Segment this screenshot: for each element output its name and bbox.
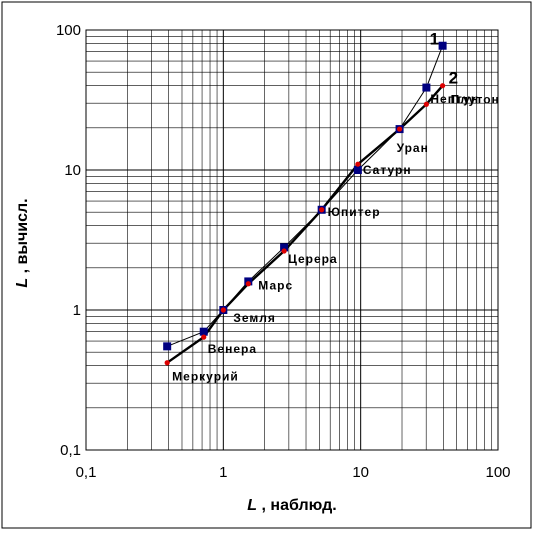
series-2-marker [319, 207, 325, 213]
series-1-marker [422, 83, 431, 92]
y-axis-label-text: , вычисл. [14, 198, 31, 277]
series-1-marker [353, 166, 362, 174]
series-2-label: 2 [449, 69, 458, 88]
grid [86, 30, 498, 450]
planet-label: Уран [397, 141, 429, 155]
series-2-marker [396, 126, 403, 132]
series-2-marker [423, 101, 429, 107]
y-axis-label-var: L [14, 278, 31, 288]
series-2-marker [220, 307, 226, 313]
y-tick-label: 0,1 [60, 442, 81, 459]
series-2-line [166, 84, 444, 364]
series-1-marker [280, 243, 289, 252]
y-axis-label: L , вычисл. [14, 198, 31, 287]
series-2-marker [164, 360, 170, 366]
planet-label: Марс [258, 279, 293, 293]
series-labels: 12 [430, 30, 458, 88]
series [163, 41, 447, 366]
x-axis-label-var: L [247, 497, 257, 514]
plot-area [85, 29, 499, 451]
planet-label: Плутон [451, 93, 500, 107]
series-2-marker [245, 281, 251, 287]
series-1-marker [199, 327, 208, 336]
series-2-marker [201, 334, 207, 340]
planet-label: Церера [288, 252, 338, 266]
x-tick-label: 10 [352, 464, 369, 481]
planet-label: Юпитер [328, 205, 381, 219]
y-tick-label: 10 [64, 162, 81, 179]
x-tick-label: 1 [219, 464, 227, 481]
series-2-marker [281, 248, 287, 254]
x-tick-label: 100 [485, 464, 510, 481]
planet-label: Сатурн [363, 163, 412, 177]
x-axis-label: L , наблюд. [247, 497, 336, 514]
y-tick-label: 100 [56, 22, 81, 39]
series-1-label: 1 [430, 30, 439, 49]
planet-label: Земля [233, 311, 276, 325]
series-2-marker [439, 83, 446, 89]
series-2-marker [355, 161, 361, 167]
planet-label: Венера [208, 342, 257, 356]
tick-labels: 0,1 1 10 100 0,1 1 10 100 [56, 22, 511, 481]
x-axis-label-text: , наблюд. [257, 497, 337, 514]
x-tick-label: 0,1 [76, 464, 97, 481]
y-tick-label: 1 [73, 302, 81, 319]
series-1-line [167, 45, 444, 347]
series-1-marker [438, 41, 447, 50]
series-1-marker [163, 342, 172, 351]
annotations: Меркурий Венера Земля Марс Церера Юпитер Сатур… [172, 92, 500, 384]
planet-label: Меркурий [172, 370, 239, 384]
planet-label: Нептун [430, 92, 479, 106]
